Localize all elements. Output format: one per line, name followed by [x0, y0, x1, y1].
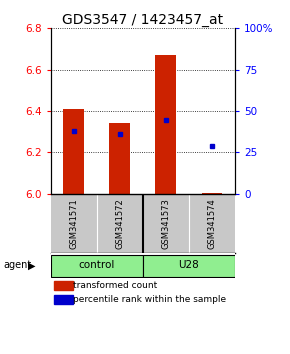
- Text: control: control: [79, 260, 115, 270]
- Text: ▶: ▶: [28, 260, 35, 270]
- FancyBboxPatch shape: [51, 255, 143, 277]
- Text: GSM341573: GSM341573: [161, 198, 170, 249]
- Text: agent: agent: [3, 260, 31, 270]
- Text: U28: U28: [178, 260, 199, 270]
- Text: GSM341572: GSM341572: [115, 198, 124, 249]
- Bar: [55, 295, 73, 303]
- Bar: [109, 124, 130, 194]
- Text: transformed count: transformed count: [73, 281, 157, 290]
- Bar: [55, 281, 73, 290]
- Bar: [64, 109, 84, 194]
- FancyBboxPatch shape: [143, 255, 235, 277]
- Text: GSM341574: GSM341574: [207, 198, 216, 249]
- Title: GDS3547 / 1423457_at: GDS3547 / 1423457_at: [62, 13, 223, 27]
- Bar: [155, 55, 176, 194]
- Text: percentile rank within the sample: percentile rank within the sample: [73, 295, 226, 304]
- Bar: [202, 193, 222, 194]
- Text: GSM341571: GSM341571: [69, 198, 78, 249]
